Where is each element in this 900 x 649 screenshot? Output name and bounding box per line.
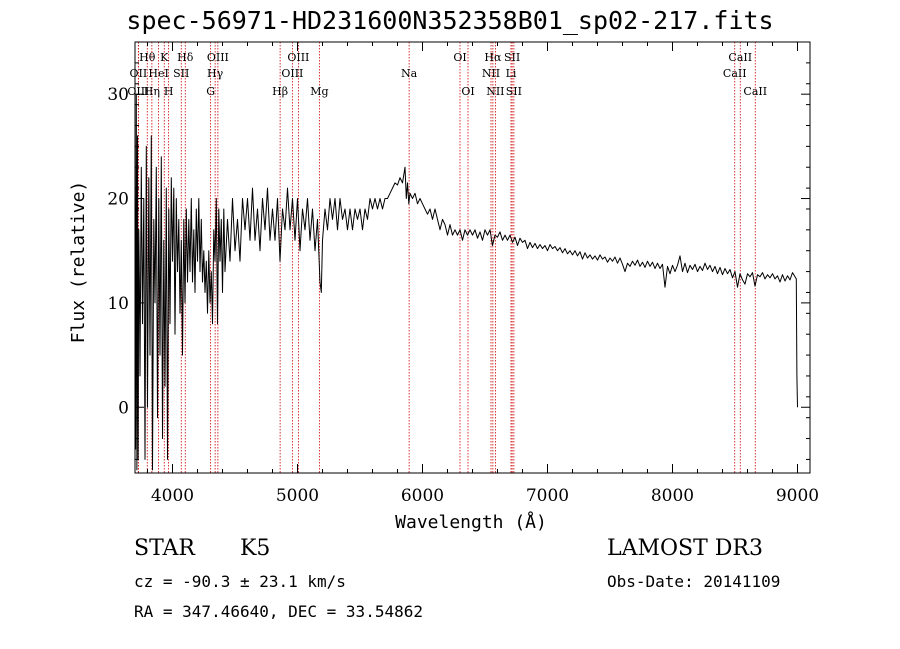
y-tick-label: 0: [118, 398, 129, 418]
chart-title: spec-56971-HD231600N352358B01_sp02-217.f…: [126, 6, 774, 35]
line-marker-label: SII: [173, 67, 189, 80]
line-marker-label: Mg: [310, 85, 328, 98]
line-marker-label: Hη: [144, 85, 160, 98]
line-marker-label: NII: [486, 85, 504, 98]
line-marker-label: NII: [482, 67, 500, 80]
line-marker-label: CaII: [728, 51, 752, 64]
line-marker-label: Hθ: [139, 51, 156, 64]
y-axis-label: Flux (relative): [68, 181, 89, 344]
x-tick-label: 8000: [651, 486, 694, 506]
sky-coordinates: RA = 347.46640, DEC = 33.54862: [134, 602, 423, 621]
survey-name: LAMOST DR3: [607, 536, 763, 561]
line-marker-label: OIII: [127, 85, 149, 98]
object-type: STAR: [134, 536, 195, 561]
x-tick-label: 9000: [776, 486, 819, 506]
line-marker-label: CaII: [723, 67, 747, 80]
redshift-velocity: cz = -90.3 ± 23.1 km/s: [134, 572, 346, 591]
line-marker-label: Na: [401, 67, 418, 80]
plot-frame: [134, 41, 811, 474]
line-marker-label: OI: [461, 85, 474, 98]
line-marker-label: SII: [506, 85, 522, 98]
line-marker-label: Hα: [484, 51, 502, 64]
x-axis-label: Wavelength (Å): [395, 511, 547, 533]
line-marker-label: Hβ: [272, 85, 288, 98]
y-tick-label: 10: [107, 294, 129, 314]
series-layer: [134, 93, 798, 471]
line-marker-label: OIII: [207, 51, 229, 64]
spectrum-line: [134, 93, 798, 471]
line-marker-label: K: [160, 51, 169, 64]
x-tick-label: 4000: [151, 486, 194, 506]
line-marker-label: Hγ: [207, 67, 224, 80]
line-marker-label: OIII: [281, 67, 303, 80]
line-marker-label: Hδ: [177, 51, 194, 64]
observation-date: Obs-Date: 20141109: [607, 572, 781, 591]
line-marker-label: OII: [130, 67, 148, 80]
x-tick-label: 5000: [276, 486, 319, 506]
line-marker-label: SII: [504, 51, 520, 64]
line-marker-label: OI: [453, 51, 466, 64]
line-marker-label: Li: [506, 67, 517, 80]
line-marker-label: OIII: [287, 51, 309, 64]
line-marker-label: G: [206, 85, 215, 98]
line-marker-label: HeI: [148, 67, 168, 80]
line-markers-layer: [137, 42, 756, 473]
y-tick-label: 30: [107, 85, 129, 105]
axes-layer: 4000 5000 6000 7000 8000 9000 0 10 20 30: [107, 41, 819, 506]
spectral-subclass: K5: [240, 536, 271, 561]
x-tick-label: 6000: [401, 486, 444, 506]
y-tick-label: 20: [107, 190, 129, 210]
line-marker-label: CaII: [743, 85, 767, 98]
line-labels-layer: Hθ OII OIII K HeI Hη SII H Hδ OIII Hγ G OIII OIII Hβ Mg…: [127, 51, 767, 98]
line-marker-label: H: [164, 85, 174, 98]
x-tick-label: 7000: [526, 486, 569, 506]
